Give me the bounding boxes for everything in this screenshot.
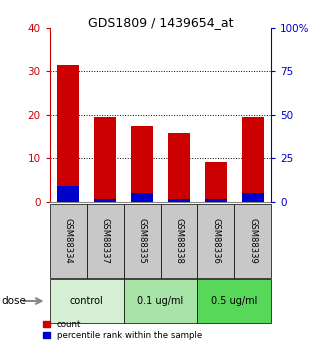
Text: GSM88337: GSM88337 — [100, 218, 110, 264]
Bar — [131, 126, 153, 202]
Bar — [168, 199, 190, 202]
Bar — [242, 194, 264, 202]
Legend: count, percentile rank within the sample: count, percentile rank within the sample — [43, 320, 202, 340]
Text: GSM88334: GSM88334 — [64, 218, 73, 264]
Bar — [168, 133, 190, 202]
Bar — [131, 194, 153, 202]
Text: GSM88335: GSM88335 — [137, 218, 147, 264]
Bar — [205, 199, 227, 202]
Text: GSM88338: GSM88338 — [174, 218, 184, 264]
Text: control: control — [70, 296, 104, 306]
Text: 0.5 ug/ml: 0.5 ug/ml — [211, 296, 257, 306]
Text: GSM88339: GSM88339 — [248, 218, 257, 264]
Bar — [205, 162, 227, 202]
Text: dose: dose — [2, 296, 26, 306]
Bar — [94, 199, 116, 202]
Text: 0.1 ug/ml: 0.1 ug/ml — [137, 296, 184, 306]
Bar — [242, 117, 264, 202]
Text: GSM88336: GSM88336 — [211, 218, 221, 264]
Bar — [57, 186, 79, 202]
Bar — [94, 117, 116, 202]
Text: GDS1809 / 1439654_at: GDS1809 / 1439654_at — [88, 16, 233, 29]
Bar — [57, 65, 79, 202]
